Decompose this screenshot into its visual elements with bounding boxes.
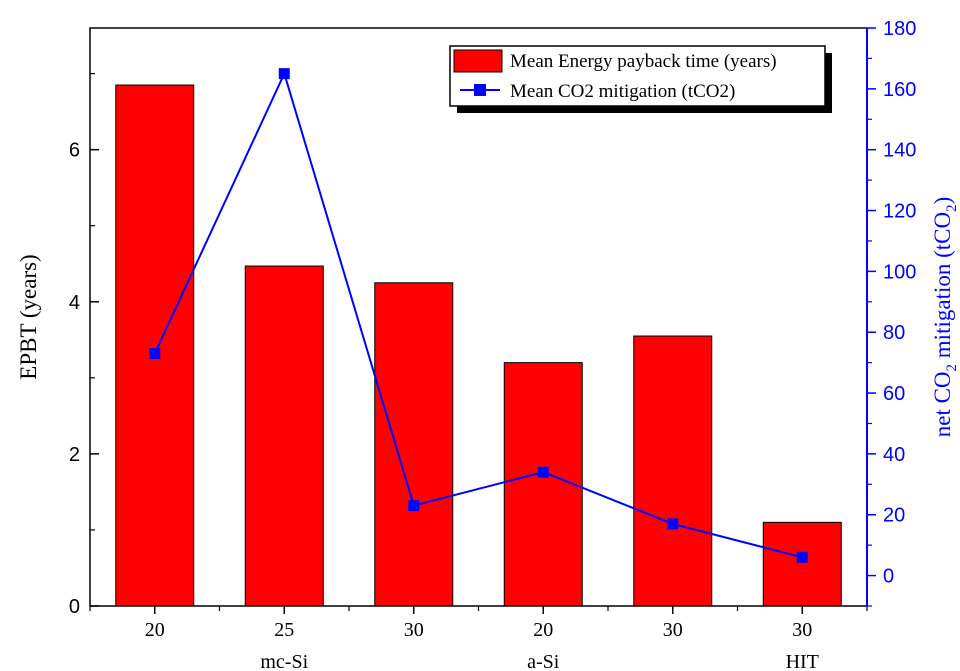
group-label: HIT — [786, 651, 819, 671]
y2-axis-label-part3: ) — [930, 197, 955, 205]
y2-tick-label: 180 — [883, 18, 916, 40]
co2-marker-4 — [667, 518, 679, 530]
x-axis-ticks: 20 25 30 20 30 30 mc-Si a-Si HIT — [89, 606, 868, 671]
y2-tick-label: 100 — [883, 261, 916, 283]
bar-1 — [244, 265, 324, 607]
y2-tick-label: 60 — [883, 383, 905, 405]
co2-marker-1 — [278, 68, 290, 80]
y-tick-label: 4 — [69, 292, 80, 314]
right-axis-ticks: 0 20 40 60 80 100 120 140 160 180 — [867, 18, 916, 607]
bar-5 — [762, 521, 842, 607]
y2-axis-label-sub1: 2 — [944, 364, 960, 372]
x-tick-label: 20 — [145, 619, 165, 641]
y2-tick-label: 120 — [883, 201, 916, 223]
x-tick-label: 30 — [404, 619, 424, 641]
y2-tick-label: 20 — [883, 505, 905, 527]
y2-tick-label: 0 — [883, 566, 894, 588]
y-tick-label: 2 — [69, 444, 80, 466]
legend-bar-swatch — [453, 49, 503, 73]
y-tick-label: 0 — [69, 596, 80, 618]
y2-tick-label: 40 — [883, 444, 905, 466]
bar-2 — [374, 282, 454, 607]
group-label: a-Si — [527, 651, 560, 671]
y-axis-label: EPBT (years) — [16, 254, 41, 379]
y2-tick-label: 160 — [883, 79, 916, 101]
co2-marker-0 — [149, 348, 161, 360]
y2-axis-label: net CO2 mitigation (tCO2) — [930, 197, 960, 438]
legend-box — [449, 45, 826, 107]
y2-axis-label-part1: net CO — [930, 371, 955, 437]
bars-layer — [115, 84, 842, 607]
legend: Mean Energy payback time (years) Mean CO… — [449, 45, 832, 113]
legend-bar-label: Mean Energy payback time (years) — [510, 51, 777, 72]
markers-layer — [149, 68, 808, 563]
legend-line-label: Mean CO2 mitigation (tCO2) — [510, 81, 735, 102]
bar-4 — [633, 335, 713, 607]
left-axis-ticks: 0 2 4 6 — [69, 73, 99, 618]
x-tick-label: 25 — [274, 619, 294, 641]
co2-marker-2 — [408, 500, 420, 512]
y-tick-label: 6 — [69, 140, 80, 162]
co2-marker-3 — [537, 466, 549, 478]
x-tick-label: 30 — [663, 619, 683, 641]
co2-mitigation-line — [153, 70, 803, 559]
y2-axis-label-sub2: 2 — [944, 204, 960, 212]
y2-tick-label: 140 — [883, 140, 916, 162]
co2-marker-5 — [796, 551, 808, 563]
plot-frame — [89, 27, 868, 607]
bar-3 — [503, 362, 583, 607]
x-tick-label: 30 — [792, 619, 812, 641]
group-label: mc-Si — [260, 651, 308, 671]
x-tick-label: 20 — [533, 619, 553, 641]
y2-axis-label-part2: mitigation (tCO — [930, 212, 955, 364]
bar-0 — [115, 84, 195, 607]
legend-line-marker — [474, 84, 486, 96]
y2-tick-label: 80 — [883, 322, 905, 344]
